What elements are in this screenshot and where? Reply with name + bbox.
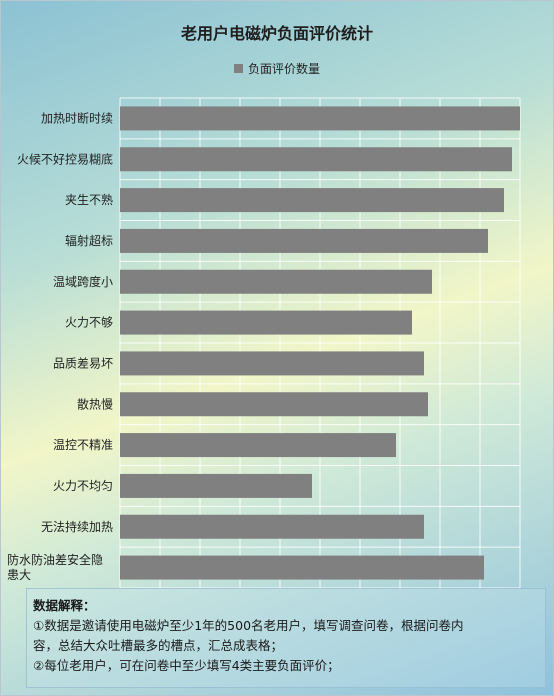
data-explanation-line-1: ①数据是邀请使用电磁炉至少1年的500名老用户，填写调查问卷，根据问卷内 [33, 618, 464, 633]
category-label: 夹生不熟 [65, 192, 113, 207]
bar [120, 555, 484, 580]
legend-swatch [233, 64, 243, 73]
category-label: 火力不够 [65, 316, 113, 330]
category-label: 加热时断时续 [41, 110, 113, 125]
legend-label: 负面评价数量 [247, 62, 320, 76]
category-label: 防水防油差安全隐患大 [7, 552, 103, 582]
category-label: 无法持续加热 [41, 519, 113, 534]
category-label: 辐射超标 [65, 233, 113, 248]
data-explanation: 数据解释： ①数据是邀请使用电磁炉至少1年的500名老用户，填写调查问卷，根据问… [26, 588, 546, 688]
bar [120, 351, 424, 376]
category-label: 散热慢 [77, 396, 113, 411]
bar [120, 106, 520, 131]
legend: 负面评价数量 [0, 60, 554, 77]
category-label: 品质差易坏 [53, 356, 113, 370]
data-explanation-title: 数据解释： [33, 598, 96, 613]
bar [120, 433, 396, 458]
bar [120, 228, 488, 253]
bar [120, 392, 428, 417]
bar [120, 269, 432, 294]
bar [120, 310, 412, 335]
category-label: 温控不精准 [53, 438, 113, 452]
data-explanation-line-2: 容，总结大众吐槽最多的槽点，汇总成表格； [33, 638, 284, 653]
data-explanation-line-3: ②每位老用户，可在问卷中至少填写4类主要负面评价； [33, 658, 340, 673]
chart-title: 老用户电磁炉负面评价统计 [180, 24, 373, 43]
category-label: 火候不好控易糊底 [17, 151, 113, 166]
bar [120, 473, 312, 498]
category-labels: 加热时断时续火候不好控易糊底夹生不熟辐射超标温域跨度小火力不够品质差易坏散热慢温… [7, 110, 113, 582]
bar [120, 514, 424, 539]
bar [120, 188, 504, 213]
bar [120, 147, 512, 172]
category-label: 火力不均匀 [53, 479, 113, 493]
bars [120, 106, 520, 580]
category-label: 温域跨度小 [53, 274, 113, 289]
grid [119, 97, 521, 589]
